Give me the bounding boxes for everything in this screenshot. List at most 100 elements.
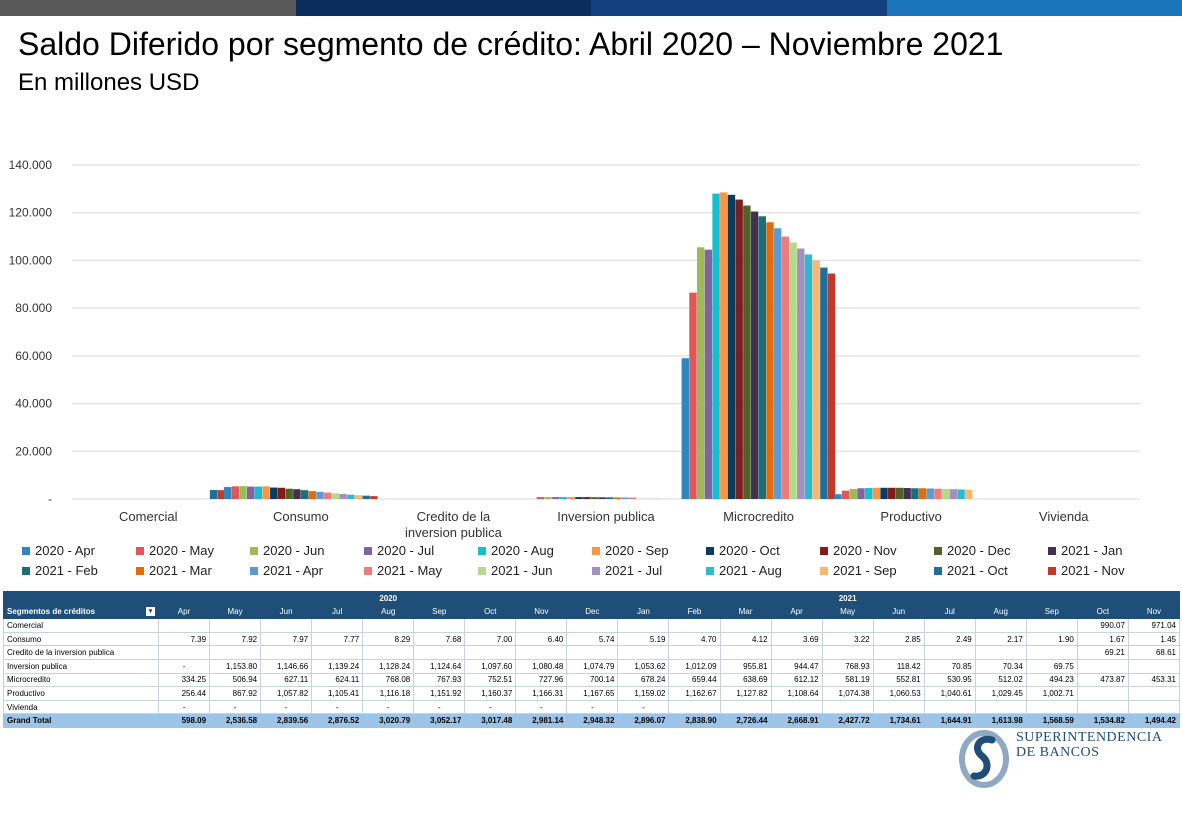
table-cell (821, 645, 874, 660)
table-cell: 473.87 (1076, 672, 1129, 688)
bar (606, 497, 614, 499)
table-cell (1025, 645, 1078, 660)
legend-item: 2020 - Dec (934, 543, 1048, 558)
legend-label: 2021 - Jan (1061, 543, 1123, 558)
table-row: Comercial 990.07 971.04 (3, 618, 1181, 633)
bar (621, 497, 629, 499)
bar (864, 488, 873, 499)
table-cell: 1,116.18 (362, 686, 415, 701)
bar (735, 199, 743, 499)
table-cell (974, 699, 1027, 715)
table-cell: 1,108.64 (770, 686, 823, 701)
table-cell: - (566, 699, 619, 715)
table-row: Inversion publica -1,153.80 1,146.66 1,139.… (3, 658, 1181, 674)
table-cell: 659.44 (668, 672, 721, 688)
bar (857, 488, 865, 499)
filter-dropdown-icon[interactable]: ▾ (146, 607, 155, 617)
bar (941, 488, 950, 499)
month-header: Aug (974, 604, 1027, 620)
table-cell: 1,153.80 (209, 658, 262, 674)
month-header: Nov (515, 604, 568, 620)
month-header: Jan (617, 604, 670, 620)
table-month-row: Segmentos de créditos ▾ Apr May Jun Jul Aug S… (3, 604, 1181, 620)
table-cell: 1.67 (1076, 631, 1129, 647)
legend-item: 2020 - Apr (22, 543, 136, 558)
table-cell: 1,146.66 (260, 658, 313, 674)
bar (629, 497, 637, 499)
bar (689, 292, 697, 499)
bar (362, 495, 370, 499)
table-cell: 1,040.61 (923, 686, 976, 701)
legend-label: 2020 - Jun (263, 543, 325, 558)
bar (926, 488, 934, 499)
chart-legend: 2020 - Apr 2020 - May 2020 - Jun 2020 - Jul… (22, 543, 1162, 578)
table-cell (974, 618, 1027, 633)
legend-item: 2020 - Jul (364, 543, 478, 558)
table-cell: 1,644.91 (923, 713, 976, 728)
table-cell: 1,053.62 (617, 658, 670, 674)
bar (949, 489, 958, 499)
legend-swatch (1048, 546, 1056, 555)
legend-label: 2020 - Sep (605, 543, 669, 558)
table-cell: 506.94 (209, 672, 262, 688)
legend-label: 2020 - Oct (719, 543, 780, 558)
y-tick-label: - (48, 492, 52, 506)
bar (903, 488, 911, 499)
month-header: May (821, 604, 874, 620)
bar (934, 488, 942, 499)
table-cell: 3.69 (770, 631, 823, 647)
table-cell (1127, 686, 1181, 701)
table-cell (770, 645, 823, 660)
table-cell (617, 645, 670, 660)
month-header: Feb (668, 604, 721, 620)
legend-item: 2020 - Oct (706, 543, 820, 558)
table-cell (464, 618, 517, 633)
category-label: Productivo (880, 509, 941, 524)
category-label: Credito de la (417, 509, 491, 524)
legend-item: 2021 - May (364, 563, 478, 578)
bar (209, 489, 218, 499)
table-cell: - (464, 699, 517, 715)
bar (849, 488, 857, 499)
y-tick-label: 20.000 (15, 444, 52, 458)
table-cell: 1,167.65 (566, 686, 619, 701)
legend-label: 2020 - Apr (35, 543, 95, 558)
table-cell (1127, 699, 1181, 715)
table-cell: 1,160.37 (464, 686, 517, 701)
table-cell (923, 618, 976, 633)
legend-item: 2020 - Aug (478, 543, 592, 558)
table-cell (923, 699, 976, 715)
bar-chart: 140.000 120.000 100.000 80.000 60.000 40.000 2… (9, 158, 1140, 540)
category-label: inversion publica (405, 525, 503, 540)
table-cell: 453.31 (1127, 672, 1181, 688)
bar (834, 494, 842, 499)
table-cell: 2,726.44 (719, 713, 772, 728)
table-row: Microcredito 334.25 506.94 627.11 624.11 768.… (3, 672, 1181, 688)
legend-item: 2020 - Nov (820, 543, 934, 558)
legend-item: 2020 - May (136, 543, 250, 558)
legend-item: 2021 - Jul (592, 563, 706, 578)
table-cell: 1,012.09 (668, 658, 721, 674)
table-cell (770, 618, 823, 633)
top-bar-segment (0, 0, 296, 16)
table-cell (821, 618, 874, 633)
table-cell: 867.92 (209, 686, 262, 701)
legend-label: 2021 - May (377, 563, 443, 578)
table-cell: 70.34 (974, 658, 1027, 674)
row-label: Consumo (3, 631, 159, 647)
bar (270, 487, 278, 499)
bar (712, 193, 720, 499)
y-tick-label: 140.000 (9, 158, 53, 172)
legend-label: 2020 - Nov (833, 543, 897, 558)
bar (965, 489, 973, 499)
legend-item: 2021 - Jun (478, 563, 592, 578)
bar (841, 490, 850, 499)
bar (339, 493, 347, 499)
legend-swatch (136, 566, 144, 575)
bar (957, 489, 965, 499)
segment-column-header[interactable]: Segmentos de créditos ▾ (3, 604, 159, 620)
table-cell: 678.24 (617, 672, 670, 688)
table-cell: 1,127.82 (719, 686, 772, 701)
legend-swatch (364, 566, 372, 575)
month-header: Jun (872, 604, 925, 620)
